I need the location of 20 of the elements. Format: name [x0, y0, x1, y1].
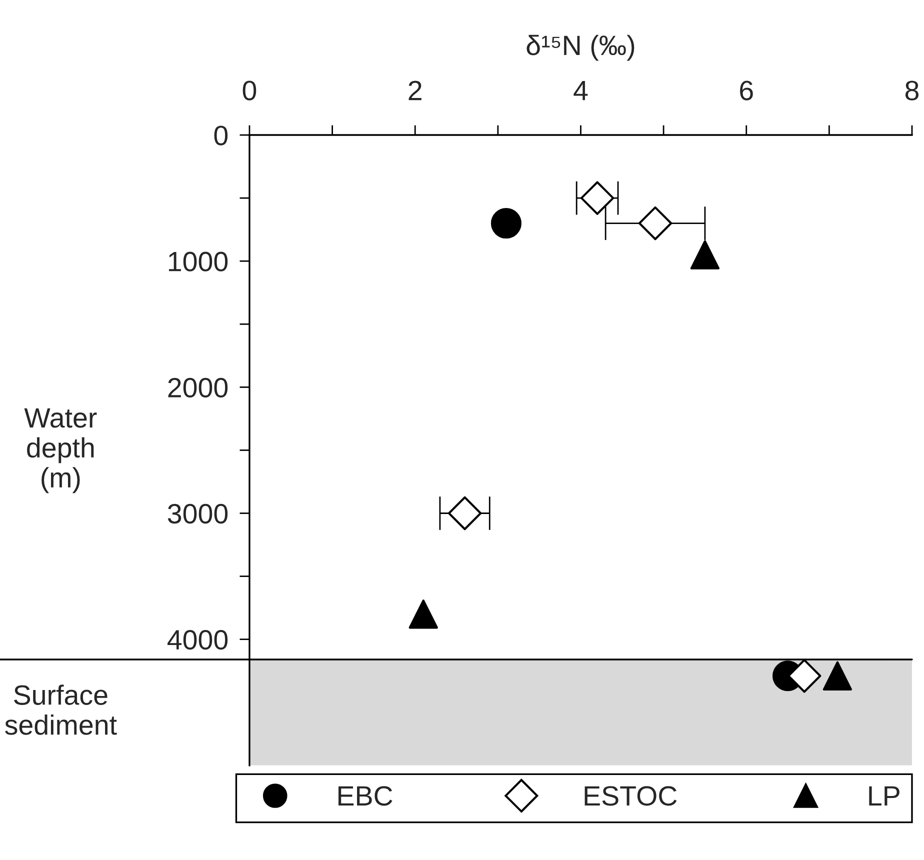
x-tick-label: 4	[574, 80, 588, 100]
point	[822, 661, 852, 690]
legend-label: ESTOC	[584, 786, 677, 806]
y-tick-label: 3000	[168, 504, 228, 524]
y-tick-label: 2000	[168, 378, 228, 398]
y-tick-label: 4000	[167, 630, 228, 650]
y-tick-label: 1000	[168, 252, 228, 272]
y-tick-label: 0	[214, 126, 228, 146]
legend-label: LP	[869, 786, 900, 806]
legend-label: EBC	[338, 786, 392, 806]
x-tick-label: 0	[242, 80, 256, 100]
band-label: Surface sediment	[5, 684, 117, 735]
y-axis-title: Water depth (m)	[24, 408, 97, 494]
x-axis-title: δ¹⁵N (‰)	[526, 34, 634, 61]
point	[408, 600, 438, 629]
point	[490, 208, 522, 239]
x-tick-label: 8	[905, 80, 919, 100]
point	[690, 240, 720, 270]
x-tick-label: 6	[740, 80, 753, 100]
x-tick-label: 2	[408, 80, 422, 100]
